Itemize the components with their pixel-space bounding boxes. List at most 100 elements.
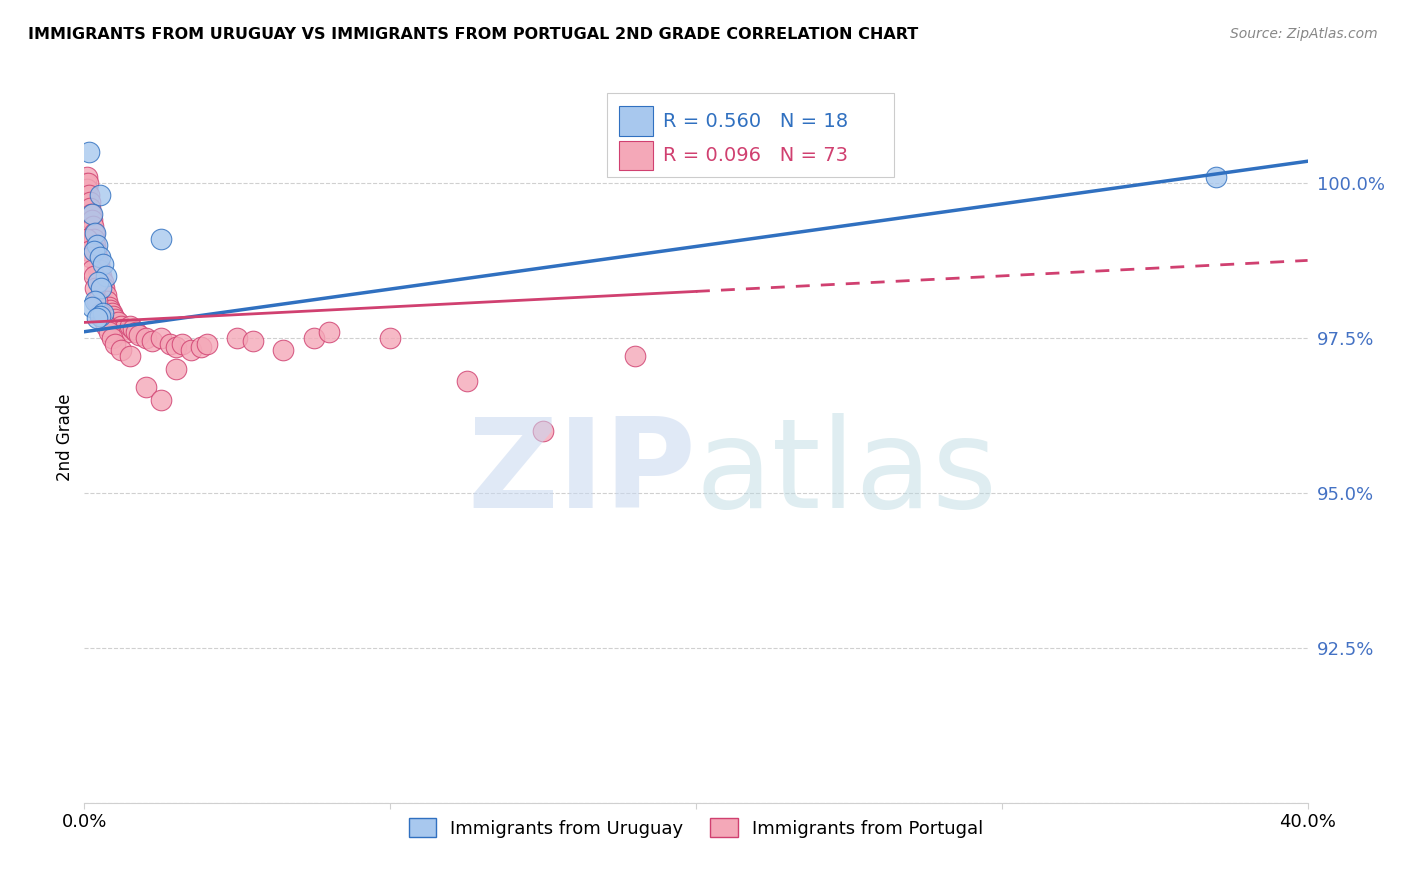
- Point: [110, 318, 132, 333]
- Point: [77, 244, 100, 259]
- Point: [120, 318, 142, 333]
- Text: Source: ZipAtlas.com: Source: ZipAtlas.com: [1230, 27, 1378, 41]
- Point: [135, 380, 157, 394]
- Point: [125, 325, 148, 339]
- Point: [91, 256, 114, 270]
- Text: IMMIGRANTS FROM URUGUAY VS IMMIGRANTS FROM PORTUGAL 2ND GRADE CORRELATION CHART: IMMIGRANTS FROM URUGUAY VS IMMIGRANTS FR…: [28, 27, 918, 42]
- Point: [80, 207, 103, 221]
- Point: [103, 309, 125, 323]
- Point: [226, 331, 249, 345]
- Point: [76, 169, 98, 184]
- Text: R = 0.096   N = 73: R = 0.096 N = 73: [664, 146, 848, 165]
- Legend: Immigrants from Uruguay, Immigrants from Portugal: Immigrants from Uruguay, Immigrants from…: [402, 811, 990, 845]
- Point: [149, 232, 172, 246]
- Point: [80, 300, 103, 314]
- Point: [120, 350, 142, 364]
- Bar: [619, 106, 654, 136]
- Point: [89, 262, 111, 277]
- Point: [122, 321, 145, 335]
- Point: [112, 321, 135, 335]
- Point: [83, 226, 105, 240]
- Point: [89, 306, 111, 320]
- Point: [128, 327, 150, 342]
- Point: [86, 311, 108, 326]
- Point: [87, 262, 110, 277]
- Point: [89, 188, 111, 202]
- Text: atlas: atlas: [696, 413, 998, 534]
- Point: [86, 238, 108, 252]
- Point: [115, 325, 138, 339]
- Point: [101, 331, 124, 345]
- Point: [84, 244, 107, 259]
- Point: [110, 343, 132, 358]
- Point: [172, 337, 194, 351]
- Point: [1205, 169, 1227, 184]
- Point: [107, 315, 129, 329]
- Point: [77, 145, 100, 159]
- Point: [190, 340, 212, 354]
- Point: [456, 374, 478, 388]
- Point: [93, 281, 115, 295]
- Point: [318, 325, 340, 339]
- Point: [79, 201, 101, 215]
- Point: [180, 343, 202, 358]
- Text: ZIP: ZIP: [467, 413, 696, 534]
- Point: [89, 250, 111, 264]
- Point: [271, 343, 294, 358]
- Point: [84, 281, 107, 295]
- Point: [77, 176, 100, 190]
- Point: [141, 334, 163, 348]
- Point: [86, 293, 108, 308]
- Point: [104, 337, 127, 351]
- Point: [94, 287, 117, 301]
- Point: [98, 303, 121, 318]
- Point: [87, 275, 110, 289]
- Point: [84, 226, 107, 240]
- Point: [165, 362, 187, 376]
- Point: [302, 331, 325, 345]
- Point: [80, 262, 103, 277]
- Point: [79, 250, 101, 264]
- Point: [76, 232, 98, 246]
- Point: [87, 256, 110, 270]
- Point: [83, 244, 105, 259]
- Point: [84, 238, 107, 252]
- Y-axis label: 2nd Grade: 2nd Grade: [56, 393, 75, 481]
- Point: [242, 334, 264, 348]
- Point: [165, 340, 187, 354]
- Point: [77, 188, 100, 202]
- Point: [80, 213, 103, 227]
- Point: [104, 312, 127, 326]
- Point: [90, 281, 112, 295]
- Point: [86, 256, 108, 270]
- FancyBboxPatch shape: [606, 94, 894, 178]
- Point: [91, 306, 114, 320]
- Point: [135, 331, 157, 345]
- Point: [75, 176, 97, 190]
- Point: [380, 331, 402, 345]
- Point: [149, 331, 172, 345]
- Point: [94, 318, 117, 333]
- Point: [624, 350, 647, 364]
- Bar: [619, 141, 654, 170]
- Point: [84, 293, 107, 308]
- Point: [76, 182, 98, 196]
- Point: [86, 250, 108, 264]
- Point: [97, 300, 120, 314]
- Point: [101, 306, 124, 320]
- Point: [97, 325, 120, 339]
- Point: [79, 194, 101, 209]
- Point: [91, 275, 114, 289]
- Point: [83, 232, 105, 246]
- Point: [90, 268, 112, 283]
- Point: [80, 207, 103, 221]
- Point: [195, 337, 218, 351]
- Point: [149, 392, 172, 407]
- Point: [159, 337, 181, 351]
- Point: [89, 309, 111, 323]
- Text: R = 0.560   N = 18: R = 0.560 N = 18: [664, 112, 848, 130]
- Point: [531, 424, 554, 438]
- Point: [91, 312, 114, 326]
- Point: [82, 219, 104, 234]
- Point: [94, 268, 117, 283]
